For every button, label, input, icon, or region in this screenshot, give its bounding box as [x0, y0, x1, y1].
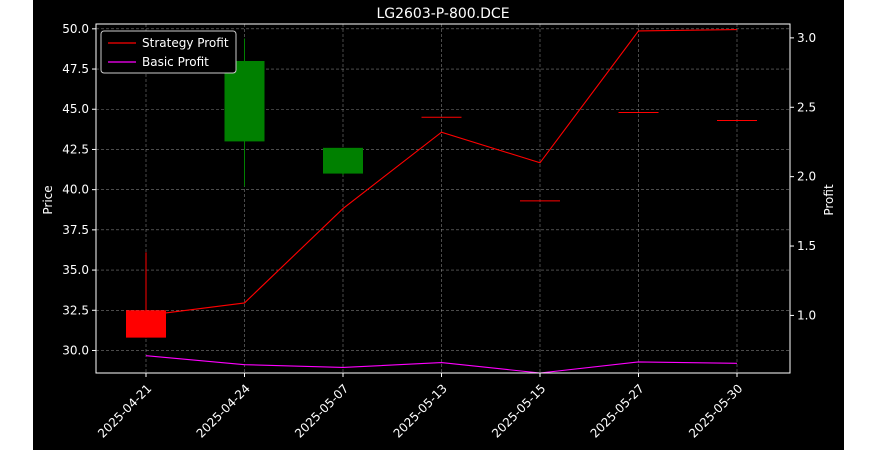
legend: Strategy Profit Basic Profit	[100, 30, 237, 74]
profit-lines-layer	[145, 29, 738, 374]
plot-frame	[95, 23, 791, 374]
y-left-tick-label: 37.5	[62, 223, 89, 237]
y-left-tick-label: 45.0	[62, 102, 89, 116]
y-left-tick-label: 42.5	[62, 142, 89, 156]
chart-svg: 2025-04-21 2025-04-24 2025-05-07 2025-05-13…	[41, 6, 836, 441]
strategy-profit-line	[145, 29, 738, 316]
x-tick-label: 2025-05-07	[292, 381, 351, 440]
y-left-tick-label: 35.0	[62, 263, 89, 277]
y-left-tick-label: 50.0	[62, 22, 89, 36]
y-right-tick-label: 3.0	[797, 31, 816, 45]
y-right-tick-label: 1.5	[797, 239, 816, 253]
x-tick-label: 2025-04-21	[95, 381, 154, 440]
y-left-tick-label: 30.0	[62, 343, 89, 357]
y-right-tick-label: 2.5	[797, 100, 816, 114]
chart-title: LG2603-P-800.DCE	[376, 6, 509, 22]
y-right-tick-label: 1.0	[797, 308, 816, 322]
legend-strategy-label: Strategy Profit	[142, 36, 229, 50]
candle-body	[323, 147, 363, 174]
chart-figure: 2025-04-21 2025-04-24 2025-05-07 2025-05-13…	[33, 0, 844, 450]
axis-layer: 2025-04-21 2025-04-24 2025-05-07 2025-05-13…	[62, 22, 816, 441]
x-tick-label: 2025-04-24	[194, 381, 253, 440]
x-tick-label: 2025-05-13	[391, 381, 450, 440]
y-axis-right-label: Profit	[822, 184, 836, 216]
y-left-tick-label: 40.0	[62, 183, 89, 197]
candlestick-layer	[126, 38, 757, 338]
y-right-tick-label: 2.0	[797, 170, 816, 184]
y-axis-left-label: Price	[41, 185, 55, 214]
candle-body	[224, 60, 265, 142]
x-tick-label: 2025-05-15	[489, 381, 548, 440]
legend-basic-label: Basic Profit	[142, 55, 209, 69]
x-tick-label: 2025-05-27	[588, 381, 647, 440]
y-left-tick-label: 47.5	[62, 62, 89, 76]
y-left-tick-label: 32.5	[62, 303, 89, 317]
basic-profit-line	[145, 355, 738, 374]
candle-body	[126, 310, 166, 338]
x-tick-label: 2025-05-30	[686, 381, 745, 440]
grid-layer	[96, 24, 790, 373]
